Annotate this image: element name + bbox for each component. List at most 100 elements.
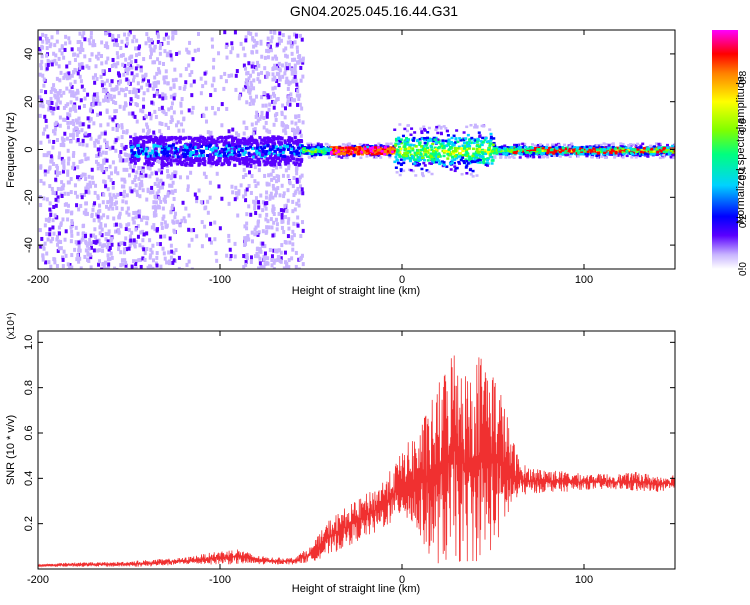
heatmap-cell	[93, 98, 97, 103]
heatmap-cell	[277, 140, 281, 144]
heatmap-cell	[129, 238, 133, 243]
heatmap-cell	[597, 144, 601, 147]
heatmap-cell	[152, 200, 156, 205]
heatmap-cell	[287, 95, 291, 100]
heatmap-cell	[105, 78, 109, 83]
heatmap-cell	[155, 255, 159, 260]
heatmap-cell	[266, 256, 270, 261]
heatmap-cell	[513, 146, 517, 149]
heatmap-cell	[227, 148, 231, 152]
heatmap-cell	[266, 261, 270, 266]
heatmap-cell	[171, 190, 175, 195]
heatmap-cell	[93, 143, 97, 148]
heatmap-cell	[244, 38, 248, 43]
heatmap-cell	[287, 226, 291, 231]
heatmap-cell	[533, 148, 537, 152]
heatmap-cell	[492, 137, 496, 140]
heatmap-cell	[78, 65, 82, 70]
heatmap-cell	[181, 160, 185, 164]
heatmap-cell	[60, 51, 64, 56]
heatmap-cell	[272, 220, 276, 225]
heatmap-cell	[109, 177, 113, 182]
heatmap-cell	[352, 151, 356, 154]
heatmap-cell	[64, 202, 68, 207]
heatmap-cell	[238, 93, 242, 98]
heatmap-cell	[128, 234, 132, 239]
heatmap-cell	[266, 129, 270, 134]
heatmap-cell	[237, 189, 241, 194]
heatmap-cell	[186, 187, 190, 192]
heatmap-cell	[211, 65, 215, 70]
heatmap-cell	[247, 183, 251, 188]
heatmap-cell	[432, 156, 436, 160]
heatmap-cell	[273, 258, 277, 263]
heatmap-cell	[489, 152, 493, 156]
heatmap-cell	[258, 261, 262, 266]
heatmap-cell	[190, 163, 194, 167]
heatmap-cell	[112, 94, 116, 99]
heatmap-cell	[201, 135, 205, 139]
heatmap-cell	[294, 34, 298, 39]
heatmap-cell	[39, 140, 43, 145]
heatmap-cell	[66, 125, 70, 130]
heatmap-cell	[259, 39, 263, 44]
heatmap-cell	[51, 59, 55, 64]
heatmap-cell	[293, 207, 297, 212]
heatmap-cell	[470, 136, 474, 140]
heatmap-cell	[100, 233, 104, 238]
heatmap-cell	[177, 266, 181, 269]
heatmap-cell	[522, 144, 526, 147]
heatmap-cell	[152, 130, 156, 135]
heatmap-cell	[278, 75, 282, 80]
heatmap-cell	[55, 169, 59, 174]
heatmap-cell	[601, 148, 605, 151]
heatmap-cell	[252, 86, 256, 91]
heatmap-cell	[85, 64, 89, 69]
heatmap-cell	[243, 160, 247, 164]
heatmap-cell	[101, 150, 105, 155]
heatmap-cell	[200, 113, 204, 118]
heatmap-cell	[260, 54, 264, 59]
heatmap-cell	[532, 155, 536, 159]
heatmap-cell	[230, 149, 234, 153]
heatmap-cell	[285, 208, 289, 213]
heatmap-cell	[551, 143, 555, 147]
heatmap-cell	[76, 137, 80, 142]
heatmap-cell	[65, 71, 69, 76]
heatmap-cell	[441, 142, 445, 145]
heatmap-cell	[149, 247, 153, 252]
heatmap-cell	[180, 110, 184, 115]
heatmap-cell	[535, 152, 539, 155]
heatmap-cell	[114, 166, 118, 171]
heatmap-cell	[62, 137, 66, 142]
heatmap-cell	[261, 200, 265, 205]
heatmap-cell	[280, 215, 284, 220]
heatmap-cell	[252, 38, 256, 43]
heatmap-cell	[188, 154, 192, 158]
heatmap-cell	[508, 150, 512, 153]
heatmap-cell	[154, 153, 158, 157]
heatmap-cell	[152, 213, 156, 218]
heatmap-cell	[49, 42, 53, 47]
heatmap-cell	[182, 116, 186, 121]
heatmap-cell	[72, 128, 76, 133]
heatmap-cell	[105, 41, 109, 46]
heatmap-cell	[178, 160, 182, 164]
heatmap-cell	[137, 176, 141, 181]
heatmap-cell	[192, 146, 196, 150]
heatmap-cell	[156, 183, 160, 188]
heatmap-cell	[251, 101, 255, 106]
heatmap-cell	[199, 135, 203, 139]
heatmap-cell	[112, 87, 116, 92]
heatmap-cell	[115, 200, 119, 205]
heatmap-cell	[130, 146, 134, 150]
heatmap-cell	[388, 146, 392, 149]
heatmap-cell	[217, 156, 221, 160]
heatmap-cell	[252, 141, 256, 145]
heatmap-cell	[249, 135, 253, 139]
heatmap-cell	[430, 172, 434, 176]
heatmap-cell	[57, 64, 61, 69]
heatmap-cell	[464, 166, 468, 169]
heatmap-cell	[82, 103, 86, 108]
heatmap-cell	[170, 105, 174, 110]
